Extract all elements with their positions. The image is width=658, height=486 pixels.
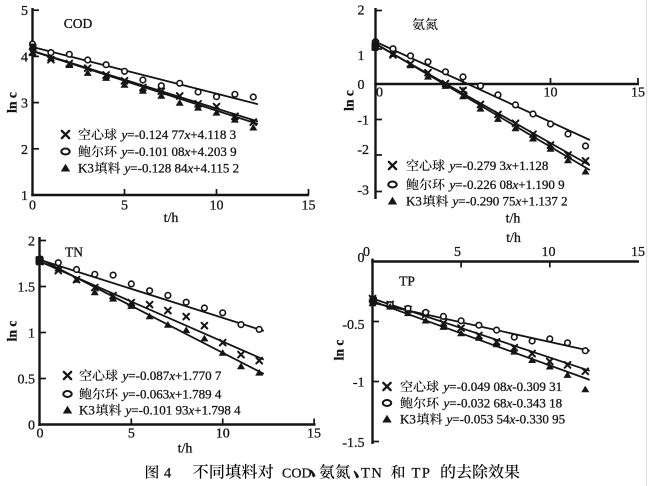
svg-text:4: 4 [21, 50, 28, 65]
svg-text:10: 10 [542, 245, 556, 260]
svg-text:COD: COD [64, 16, 93, 31]
svg-text:-2: -2 [357, 143, 369, 158]
svg-text:0: 0 [363, 245, 370, 260]
svg-text:4: 4 [164, 466, 172, 482]
svg-text:TN: TN [361, 466, 383, 482]
svg-text:5: 5 [454, 245, 461, 260]
svg-text:2: 2 [358, 4, 365, 19]
svg-text:10: 10 [210, 199, 224, 214]
svg-text:K3: K3 [79, 403, 95, 418]
svg-text:1.5: 1.5 [18, 281, 36, 296]
svg-text:10: 10 [544, 86, 558, 101]
svg-text:K3: K3 [400, 412, 416, 427]
svg-text:2: 2 [21, 143, 28, 158]
svg-text:0: 0 [28, 419, 35, 434]
svg-text:y=-0.128 84x+4.115 2: y=-0.128 84x+4.115 2 [123, 161, 240, 176]
svg-text:y=-0.049 08x-0.309 31: y=-0.049 08x-0.309 31 [442, 379, 563, 394]
svg-text:ln c: ln c [342, 90, 357, 111]
svg-text:y=-0.124 77x+4.118 3: y=-0.124 77x+4.118 3 [120, 127, 237, 142]
svg-text:0: 0 [376, 86, 383, 101]
svg-text:1: 1 [28, 327, 35, 342]
svg-text:0: 0 [358, 78, 365, 93]
svg-text:y=-0.101 93x+1.798 4: y=-0.101 93x+1.798 4 [124, 403, 242, 418]
svg-text:COD: COD [282, 467, 312, 482]
svg-text:5: 5 [128, 427, 135, 442]
svg-text:0: 0 [358, 251, 365, 266]
svg-text:15: 15 [631, 245, 645, 260]
svg-text:t/h: t/h [164, 211, 179, 226]
svg-text:1: 1 [21, 189, 28, 204]
svg-text:10: 10 [216, 427, 230, 442]
svg-text:0: 0 [29, 199, 36, 214]
svg-text:15: 15 [631, 86, 645, 101]
svg-text:15: 15 [307, 427, 321, 442]
svg-text:TP: TP [399, 274, 415, 289]
svg-text:3: 3 [21, 97, 28, 112]
svg-text:ln c: ln c [5, 92, 20, 113]
svg-text:-1.5: -1.5 [342, 436, 364, 451]
svg-text:-3: -3 [357, 184, 369, 199]
svg-text:1: 1 [358, 49, 365, 64]
svg-text:y=-0.279 3x+1.128: y=-0.279 3x+1.128 [448, 158, 549, 173]
svg-text:15: 15 [302, 199, 316, 214]
svg-text:K3: K3 [406, 194, 422, 209]
svg-text:t/h: t/h [506, 231, 521, 246]
svg-text:y=-0.063x+1.789 4: y=-0.063x+1.789 4 [121, 387, 222, 402]
svg-text:-1: -1 [353, 376, 365, 391]
svg-text:y=-0.101 08x+4.203 9: y=-0.101 08x+4.203 9 [120, 144, 237, 159]
svg-text:2: 2 [28, 235, 35, 250]
svg-text:y=-0.053 54x-0.330 95: y=-0.053 54x-0.330 95 [445, 412, 566, 427]
svg-text:t/h: t/h [506, 212, 521, 227]
svg-text:-0.5: -0.5 [342, 318, 364, 333]
svg-text:5: 5 [121, 199, 128, 214]
svg-text:y=-0.290 75x+1.137 2: y=-0.290 75x+1.137 2 [451, 194, 568, 209]
svg-text:5: 5 [21, 4, 28, 19]
svg-text:y=-0.087x+1.770 7: y=-0.087x+1.770 7 [121, 368, 222, 383]
svg-text:TN: TN [65, 245, 83, 260]
svg-text:y=-0.032 68x-0.343 18: y=-0.032 68x-0.343 18 [442, 396, 563, 411]
svg-text:ln c: ln c [332, 340, 347, 361]
svg-text:K3: K3 [78, 161, 94, 176]
svg-text:t/h: t/h [178, 442, 193, 457]
svg-text:-1: -1 [357, 114, 369, 129]
svg-text:0.5: 0.5 [18, 373, 36, 388]
svg-text:ln c: ln c [5, 321, 20, 342]
svg-text:0: 0 [37, 427, 44, 442]
svg-text:TP: TP [412, 466, 432, 482]
svg-text:y=-0.226 08x+1.190 9: y=-0.226 08x+1.190 9 [448, 177, 565, 192]
